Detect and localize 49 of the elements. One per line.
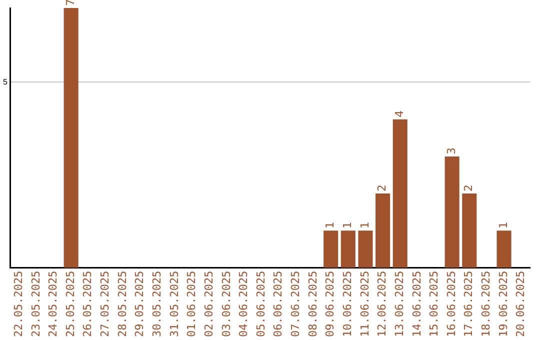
data-label: 1 (358, 222, 372, 229)
x-tick-label: 10.06.2025 (341, 270, 354, 338)
x-tick-label: 08.06.2025 (306, 270, 320, 338)
x-tick-label: 28.05.2025 (116, 270, 129, 338)
x-tick-label: 12.06.2025 (376, 270, 389, 338)
data-label: 2 (376, 184, 389, 192)
x-tick-label: 18.06.2025 (480, 270, 493, 338)
x-tick-label: 26.05.2025 (81, 270, 94, 338)
data-label: 1 (341, 222, 354, 229)
x-tick-label: 07.06.2025 (289, 270, 302, 338)
bar (462, 194, 477, 268)
x-tick-label: 13.06.2025 (392, 270, 406, 338)
y-tick-label: 5 (2, 77, 8, 86)
x-tick-label: 02.06.2025 (202, 270, 216, 338)
x-tick-label: 22.05.2025 (12, 270, 25, 338)
data-label: 1 (496, 222, 510, 229)
x-tick-label: 25.05.2025 (64, 270, 77, 338)
data-label: 7 (64, 0, 77, 6)
bar (496, 230, 512, 268)
x-tick-label: 09.06.2025 (324, 270, 337, 338)
bar (358, 230, 373, 268)
bar (392, 119, 408, 268)
x-tick-label: 31.05.2025 (168, 270, 181, 338)
x-tick-label: 05.06.2025 (254, 270, 268, 338)
x-tick-label: 06.06.2025 (272, 270, 285, 338)
x-tick-label: 24.05.2025 (46, 270, 60, 338)
bar (324, 230, 338, 268)
x-tick-label: 16.06.2025 (444, 270, 458, 338)
x-tick-label: 15.06.2025 (428, 270, 441, 338)
x-tick-label: 01.06.2025 (185, 270, 198, 338)
data-label: 4 (392, 110, 406, 118)
x-tick-label: 20.06.2025 (514, 270, 528, 338)
x-tick-label: 23.05.2025 (29, 270, 42, 338)
data-label: 1 (324, 222, 337, 229)
x-tick-label: 27.05.2025 (98, 270, 112, 338)
x-tick-label: 03.06.2025 (220, 270, 233, 338)
data-label: 3 (444, 147, 458, 154)
x-tick-label: 11.06.2025 (358, 270, 372, 338)
x-tick-label: 14.06.2025 (410, 270, 424, 338)
bar (444, 156, 460, 268)
x-tick-label: 30.05.2025 (150, 270, 164, 338)
bar (376, 194, 390, 268)
x-tick-label: 17.06.2025 (462, 270, 476, 338)
bar (64, 8, 78, 268)
x-tick-label: 19.06.2025 (496, 270, 510, 338)
x-tick-label: 04.06.2025 (237, 270, 250, 338)
bar (340, 230, 356, 268)
data-label: 2 (462, 184, 476, 192)
x-tick-label: 29.05.2025 (133, 270, 146, 338)
